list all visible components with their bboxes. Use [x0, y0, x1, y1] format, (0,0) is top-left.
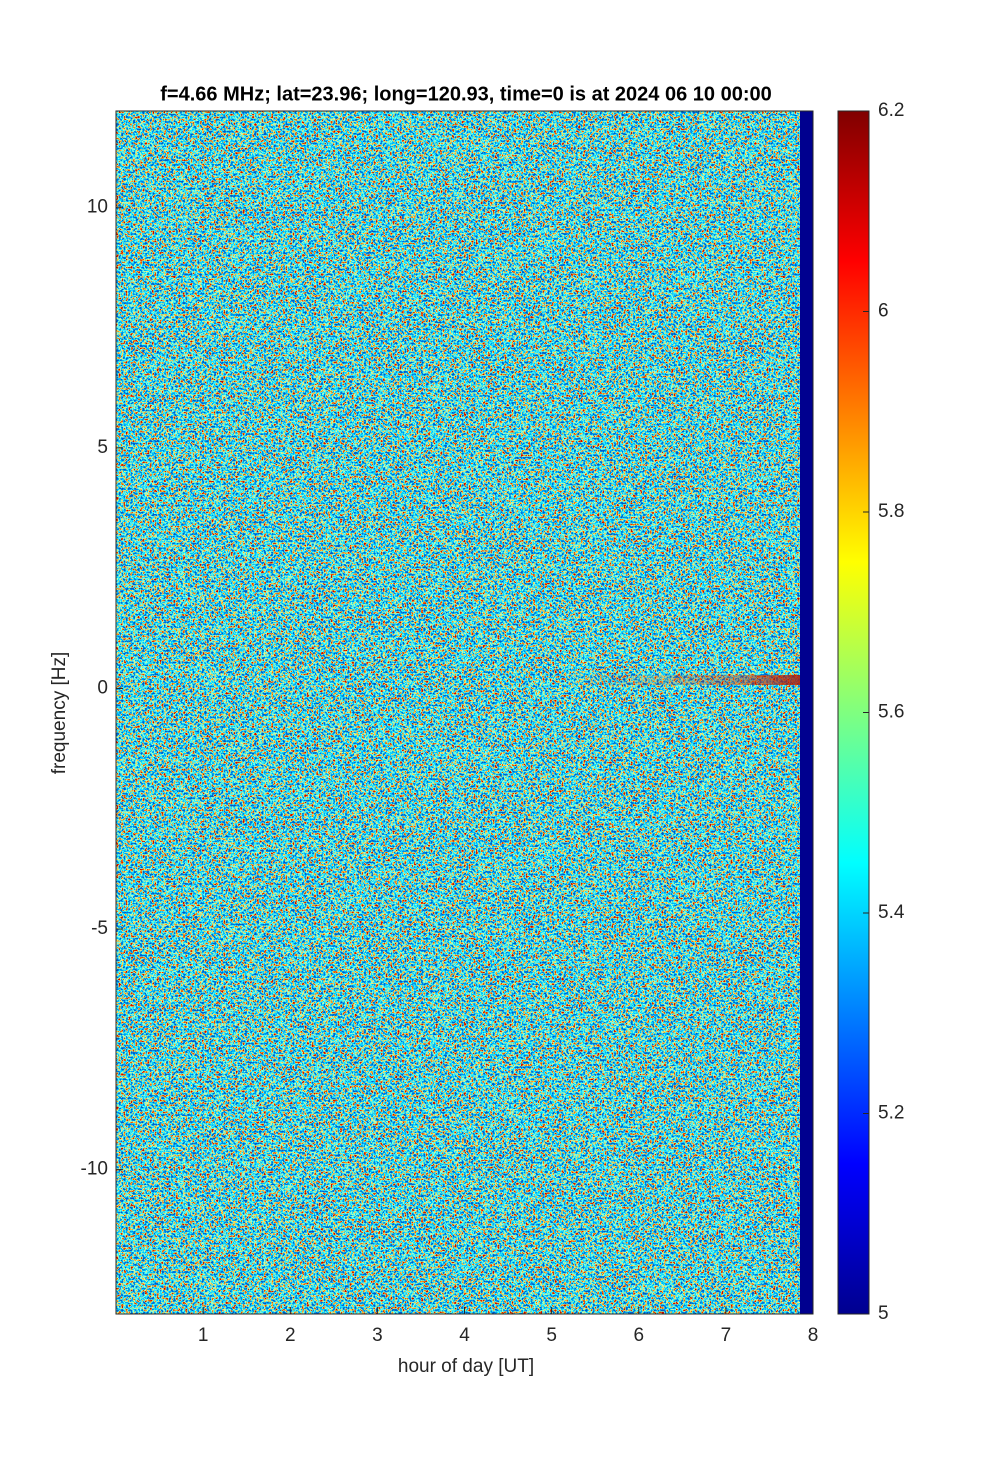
heatmap-texture — [116, 111, 800, 1314]
x-tick-label: 1 — [198, 1325, 209, 1346]
colorbar-tick-label: 5.2 — [878, 1103, 904, 1124]
colorbar-tick-label: 6.2 — [878, 100, 904, 121]
x-tick-label: 6 — [633, 1325, 644, 1346]
y-tick-label: 10 — [87, 196, 108, 217]
colorbar-tick-label: 5.6 — [878, 702, 904, 723]
plot-area — [115, 110, 814, 1315]
x-tick-label: 5 — [546, 1325, 557, 1346]
x-tick-label: 2 — [285, 1325, 296, 1346]
x-tick-label: 7 — [721, 1325, 732, 1346]
heatmap-streak — [560, 675, 800, 685]
x-tick-label: 3 — [372, 1325, 383, 1346]
chart-title: f=4.66 MHz; lat=23.96; long=120.93, time… — [160, 83, 771, 105]
x-axis-label: hour of day [UT] — [398, 1356, 534, 1377]
colorbar-tick-label: 5.4 — [878, 902, 905, 923]
y-axis-label: frequency [Hz] — [49, 652, 70, 775]
x-tick-label: 4 — [459, 1325, 470, 1346]
y-tick-label: -5 — [91, 918, 108, 939]
y-tick-label: -10 — [81, 1159, 108, 1180]
y-tick-label: 5 — [97, 437, 108, 458]
heatmap-empty-column — [800, 111, 813, 1314]
colorbar-tick-label: 5.8 — [878, 501, 904, 522]
y-tick-label: 0 — [97, 677, 108, 698]
colorbar-tick-label: 6 — [878, 301, 889, 322]
x-tick-label: 8 — [808, 1325, 819, 1346]
colorbar-tick-label: 5 — [878, 1303, 889, 1324]
